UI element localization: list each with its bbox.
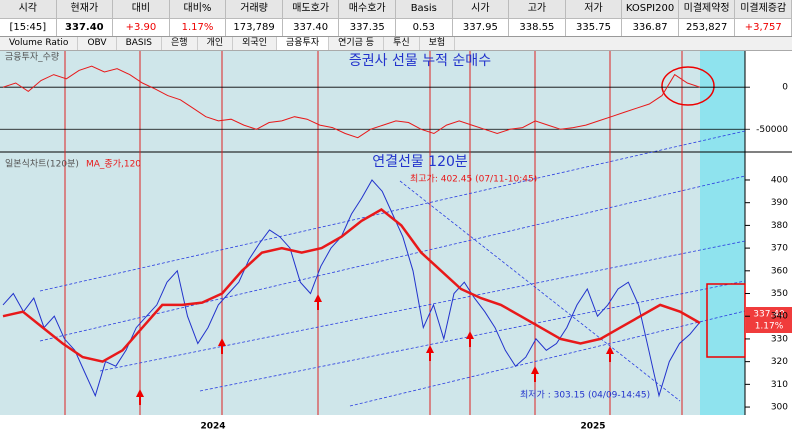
y-tick-label: 370 [771,244,788,254]
y-tick-label: 390 [771,198,788,208]
tab[interactable]: 개인 [198,37,234,50]
header-value: 337.95 [453,18,510,36]
x-axis-label: 2025 [580,422,605,432]
tab[interactable]: Volume Ratio [0,37,79,50]
header-value: 337.35 [339,18,396,36]
ma-line [2,207,701,363]
header-label: KOSPI200 [622,0,679,19]
header-label: 거래량 [226,0,283,19]
header-label: 대비% [169,0,227,19]
header-label: 매수호가 [339,0,396,19]
header-label: 시가 [452,0,510,19]
signal-arrows [136,294,614,405]
header-label: 시각 [0,0,57,19]
y-tick-label: 340 [771,312,788,322]
y-tick-label: 330 [771,334,788,344]
header-value: 173,789 [226,18,283,36]
header-label: 미결제약정 [678,0,736,19]
high-label: 최고가: 402.45 (07/11-10:45) [410,174,537,185]
y-tick-label: -50000 [756,125,788,135]
last-change: 1.17% [755,322,784,332]
y-tick-label: 360 [771,266,788,276]
price-box [746,307,792,333]
highlight-box [706,283,746,358]
chart: 337.40 1.17% 금융투자_수량 증권사 선물 누적 순매수 일본식차트… [0,51,792,434]
future-zone [700,51,745,415]
tab[interactable]: 보험 [420,37,456,50]
header-value: 335.75 [566,18,623,36]
header-label: Basis [396,0,453,19]
tab[interactable]: BASIS [117,37,163,50]
x-axis-bg [0,415,792,434]
header-label: 저가 [565,0,623,19]
y-tick-label: 400 [771,175,788,185]
header-label: 대비 [113,0,170,19]
plot-bg [0,51,745,434]
low-label: 최저가 : 303.15 (04/09-14:45) [520,390,650,401]
header-value: 1.17% [170,18,227,36]
header-value: 336.87 [622,18,679,36]
header-value: 337.40 [283,18,340,36]
panel-title: 일본식차트(120분) [5,158,79,170]
y-tick-label: 300 [771,403,788,413]
header-value: 0.53 [396,18,453,36]
header-value: +3.90 [113,18,170,36]
header-label: 미결제증감 [735,0,792,19]
header-value: [15:45] [0,18,57,36]
y-tick-label: 380 [771,221,788,231]
header-value: 253,827 [679,18,736,36]
header-label: 현재가 [56,0,114,19]
header-label: 매도호가 [282,0,340,19]
y-tick-label: 350 [771,289,788,299]
tab[interactable]: 투신 [384,37,420,50]
header-value: 337.40 [57,18,114,36]
header-value: 338.55 [509,18,566,36]
tab-bar: Volume Ratio OBV BASIS 은행 개인 외국인 금융투자 연기금 등 투신 보험 [0,37,792,51]
y-tick-label: 0 [782,83,788,93]
tab[interactable]: 외국인 [233,37,277,50]
x-axis-label: 2024 [200,422,225,432]
quote-header: 시각 현재가 대비 대비% 거래량 매도호가 매수호가 Basis 시가 고가 저가 KOSPI200… [0,0,792,37]
y-tick-label: 310 [771,380,788,390]
annotation: 증권사 선물 누적 순매수 [349,53,491,69]
y-tick-label: 320 [771,357,788,367]
tab[interactable]: 금융투자 [276,37,330,50]
data-line [2,179,701,398]
tab[interactable]: 은행 [162,37,198,50]
legend-ma: MA_종가,120 [86,159,141,170]
tab[interactable]: 연기금 등 [329,37,385,50]
last-price: 337.40 [753,310,785,320]
header-value: +3,757 [735,18,792,36]
highlight-ellipse [661,66,715,106]
panel-title: 금융투자_수량 [5,51,59,63]
tab[interactable]: OBV [78,37,117,50]
annotation: 연결선물 120분 [372,154,468,170]
data-line [2,65,701,139]
header-label: 고가 [509,0,566,19]
